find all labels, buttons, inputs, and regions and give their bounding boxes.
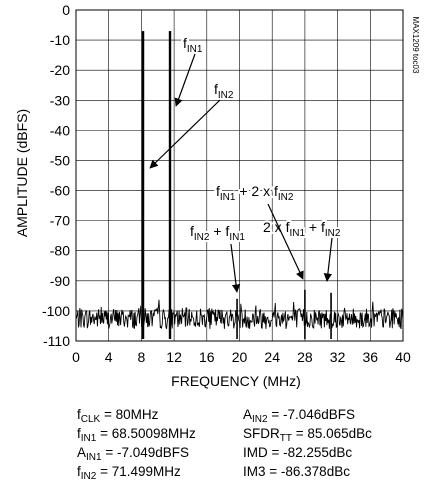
- x-tick-label: 8: [138, 349, 146, 365]
- y-tick-label: 0: [62, 2, 70, 18]
- param-symbol: IM3: [243, 464, 266, 479]
- param-fclk: fCLK = 80MHz: [77, 407, 159, 425]
- x-tick-label: 28: [297, 349, 313, 365]
- param-subscript: IN1: [86, 452, 102, 463]
- param-fin1: fIN1 = 68.50098MHz: [77, 426, 196, 444]
- y-tick-labels: 0 -10 -20 -30 -40 -50 -60 -70 -80 -90 -100 -110: [42, 2, 70, 349]
- param-value: = -7.046dBFS: [267, 407, 356, 422]
- annotation-text: + 2 x f: [235, 183, 278, 199]
- y-tick-label: -100: [42, 303, 70, 319]
- param-subscript: IN2: [252, 414, 268, 425]
- param-symbol: A: [243, 407, 253, 422]
- y-tick-label: -90: [50, 273, 70, 289]
- param-im3: IM3 = -86.378dBc: [243, 464, 350, 480]
- x-tick-label: 32: [330, 349, 346, 365]
- y-tick-label: -60: [50, 183, 70, 199]
- annotation-text: 2 x f: [263, 219, 290, 235]
- annotation-arrow: [174, 53, 196, 107]
- y-tick-label: -20: [50, 62, 70, 78]
- noise-floor-trace: [75, 31, 404, 330]
- param-ain1: AIN1 = -7.049dBFS: [77, 445, 190, 463]
- y-tick-label: -30: [50, 92, 70, 108]
- annotation-arrows: [149, 53, 333, 293]
- annotation-text: f: [190, 223, 194, 239]
- y-tick-label: -110: [43, 333, 70, 349]
- annotation-subscript: IN1: [187, 44, 203, 55]
- param-subscript: IN1: [80, 433, 97, 444]
- param-value: = -82.255dBc: [267, 445, 353, 460]
- annotation-arrow: [230, 243, 241, 293]
- x-tick-label: 16: [199, 349, 215, 365]
- param-ain2: AIN2 = -7.046dBFS: [243, 407, 356, 425]
- annotation-subscript: IN2: [325, 228, 341, 239]
- annotation-subscript: IN2: [218, 90, 234, 101]
- y-tick-label: -50: [50, 152, 70, 168]
- spectrum-trace: [75, 31, 404, 339]
- x-axis-title: FREQUENCY (MHz): [171, 373, 301, 389]
- annotation-text: + f: [305, 219, 325, 235]
- param-subscript: IN2: [80, 471, 97, 482]
- annotation-2fin1-plus-fin2: 2 x fIN1 + fIN2: [263, 219, 341, 239]
- param-fin2: fIN2 = 71.499MHz: [77, 464, 181, 482]
- param-symbol: f: [77, 464, 81, 479]
- annotation-subscript: IN1: [229, 232, 245, 243]
- x-tick-label: 36: [363, 349, 379, 365]
- y-tick-label: -40: [50, 122, 70, 138]
- y-tick-label: -70: [50, 213, 70, 229]
- annotation-fin1: fIN1: [183, 35, 203, 55]
- annotation-arrow: [267, 203, 304, 280]
- annotation-subscript: IN2: [278, 192, 294, 203]
- param-value: = 71.499MHz: [96, 464, 181, 479]
- param-value: = 85.065dBc: [291, 426, 372, 441]
- x-tick-label: 0: [72, 349, 80, 365]
- param-symbol: f: [77, 407, 81, 422]
- x-tick-label: 24: [264, 349, 280, 365]
- param-value: = -86.378dBc: [265, 464, 350, 479]
- x-tick-label: 20: [232, 349, 248, 365]
- plot-frame: [75, 9, 404, 342]
- annotation-fin1-plus-2fin2: fIN1 + 2 x fIN2: [216, 183, 294, 203]
- param-symbol: f: [77, 426, 81, 441]
- annotation-text: f: [183, 35, 187, 51]
- param-sfdrtt: SFDRTT = 85.065dBc: [243, 426, 372, 444]
- param-value: = 68.50098MHz: [96, 426, 196, 441]
- y-tick-label: -80: [50, 243, 70, 259]
- param-symbol: IMD: [243, 445, 268, 460]
- param-value: = 80MHz: [100, 407, 159, 422]
- grid: [76, 10, 403, 341]
- annotation-text: f: [214, 81, 218, 97]
- param-imd: IMD = -82.255dBc: [243, 445, 352, 461]
- annotation-fin2-plus-fin1: fIN2 + fIN1: [190, 223, 245, 243]
- x-tick-label: 40: [395, 349, 411, 365]
- x-tick-label: 12: [166, 349, 182, 365]
- annotations: fIN1 fIN2 fIN1 + 2 x fIN2 2 x fIN1 + fIN…: [181, 33, 343, 245]
- annotation-arrow: [323, 237, 333, 282]
- param-subscript: TT: [279, 433, 292, 444]
- annotation-text: + f: [209, 223, 229, 239]
- annotation-arrow: [149, 99, 221, 169]
- param-subscript: CLK: [80, 414, 101, 425]
- y-axis-title: AMPLITUDE (dBFS): [14, 109, 30, 237]
- annotation-subscript: IN1: [289, 228, 305, 239]
- x-tick-labels: 0 4 8 12 16 20 24 28 32 36 40: [72, 349, 411, 365]
- annotation-fin2: fIN2: [214, 81, 234, 101]
- y-tick-label: -10: [50, 32, 70, 48]
- param-symbol: SFDR: [243, 426, 280, 441]
- annotation-subscript: IN2: [194, 232, 210, 243]
- x-tick-label: 4: [105, 349, 113, 365]
- side-note: MAX1209 toc03: [411, 17, 420, 74]
- annotation-text: f: [216, 183, 220, 199]
- param-value: = -7.049dBFS: [101, 445, 190, 460]
- param-symbol: A: [77, 445, 87, 460]
- annotation-subscript: IN1: [220, 192, 236, 203]
